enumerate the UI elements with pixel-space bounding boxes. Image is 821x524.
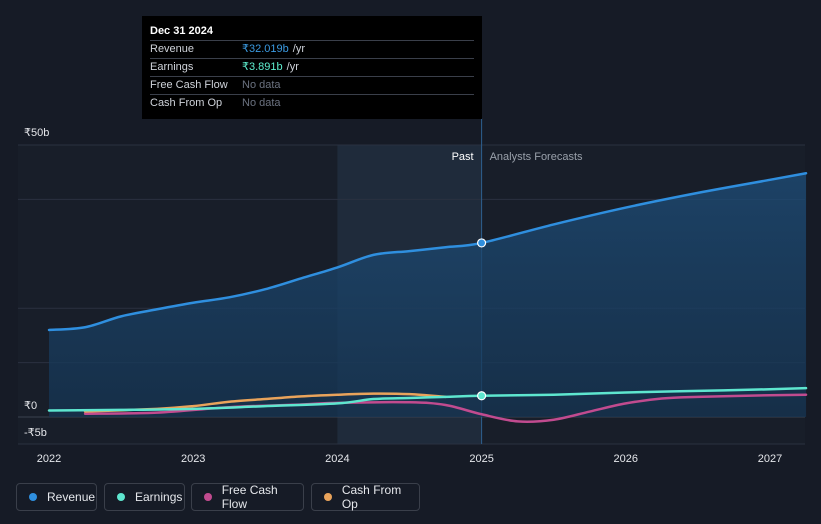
series-line-earnings <box>47 386 808 412</box>
series-line-cash-from-op <box>83 392 447 413</box>
tooltip-label-revenue: Revenue <box>150 43 195 55</box>
tooltip-value-revenue: ₹32.019b <box>242 43 289 55</box>
tooltip-value-cfo: No data <box>242 97 281 109</box>
tooltip-unit-earnings: /yr <box>286 61 299 73</box>
y-tick-label: ₹50b <box>24 127 49 139</box>
tooltip-label-fcf: Free Cash Flow <box>150 79 228 91</box>
x-tick-label: 2025 <box>469 453 493 465</box>
legend-label-earnings: Earnings <box>135 490 183 504</box>
chart-tooltip: Dec 31 2024 Revenue ₹32.019b /yr Earning… <box>142 16 482 119</box>
y-tick-label: -₹5b <box>24 427 47 439</box>
legend-label-cash-from-op: Cash From Op <box>341 483 402 511</box>
x-tick-label: 2026 <box>614 453 638 465</box>
legend-label-revenue: Revenue <box>47 490 96 504</box>
legend-free-cash-flow[interactable]: Free Cash Flow <box>191 483 304 511</box>
tooltip-value-earnings: ₹3.891b <box>242 61 283 73</box>
tooltip-value-fcf: No data <box>242 79 281 91</box>
series-area-revenue <box>49 173 807 417</box>
tooltip-unit-revenue: /yr <box>292 43 305 55</box>
x-tick-label: 2024 <box>325 453 349 465</box>
tooltip-label-cfo: Cash From Op <box>150 97 223 109</box>
tooltip-row-revenue: Revenue ₹32.019b /yr <box>150 40 474 58</box>
legend-dot-cash-from-op <box>324 493 332 501</box>
x-tick-label: 2023 <box>181 453 205 465</box>
legend-cash-from-op[interactable]: Cash From Op <box>311 483 420 511</box>
y-tick-label: ₹0 <box>24 400 37 412</box>
forecast-label: Analysts Forecasts <box>490 151 583 163</box>
x-tick-label: 2022 <box>37 453 61 465</box>
legend-label-free-cash-flow: Free Cash Flow <box>221 483 278 511</box>
tooltip-row-cfo: Cash From Op No data <box>150 94 474 112</box>
past-label: Past <box>452 151 474 163</box>
tooltip-row-fcf: Free Cash Flow No data <box>150 76 474 94</box>
marker-earnings <box>477 391 487 401</box>
marker-revenue <box>477 238 487 248</box>
x-tick-label: 2027 <box>758 453 782 465</box>
legend-dot-revenue <box>29 493 37 501</box>
legend-revenue[interactable]: Revenue <box>16 483 97 511</box>
tooltip-row-earnings: Earnings ₹3.891b /yr <box>150 58 474 76</box>
tooltip-date: Dec 31 2024 <box>150 25 213 37</box>
legend-earnings[interactable]: Earnings <box>104 483 185 511</box>
legend-dot-free-cash-flow <box>204 493 212 501</box>
legend-dot-earnings <box>117 493 125 501</box>
series-line-revenue <box>47 172 808 332</box>
tooltip-label-earnings: Earnings <box>150 61 194 73</box>
